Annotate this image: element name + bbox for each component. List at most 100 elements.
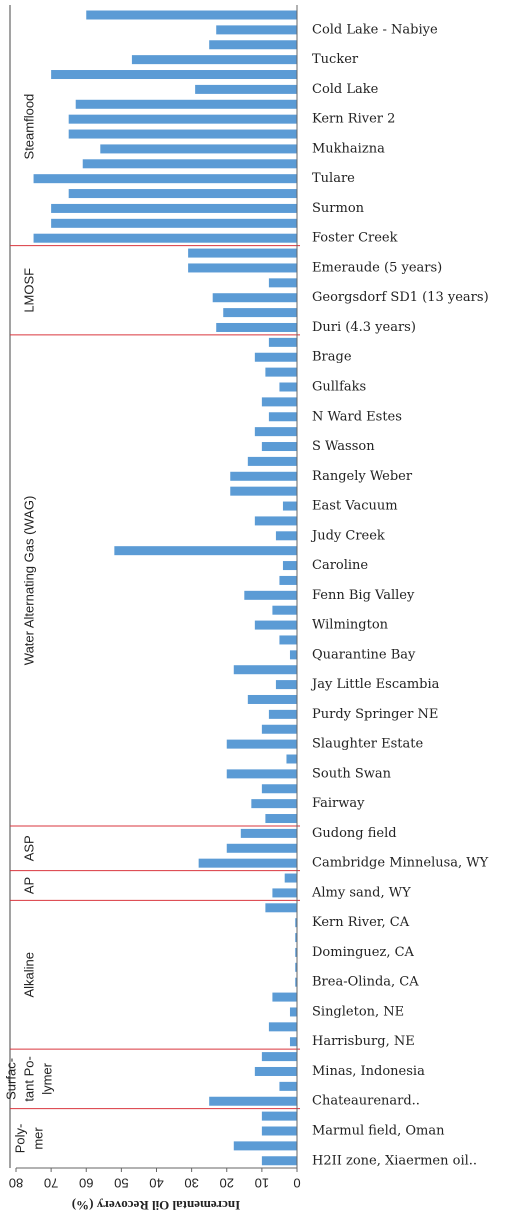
category-label: Chateaurenard.. <box>312 1094 420 1109</box>
group-label: Water Alternating Gas (WAG) <box>21 496 36 666</box>
bar <box>82 159 297 169</box>
bar <box>261 1156 297 1166</box>
bar <box>268 412 297 422</box>
group-label: tant Po- <box>21 1056 36 1102</box>
x-tick-label: 80 <box>9 1176 23 1191</box>
bar <box>254 620 297 630</box>
bar <box>268 278 297 288</box>
bar <box>216 25 297 35</box>
category-label: S Wasson <box>312 439 375 454</box>
bar <box>254 427 297 437</box>
group-label: mer <box>30 1127 45 1150</box>
bar <box>282 561 297 571</box>
category-label: Cold Lake - Nabiye <box>312 22 438 37</box>
bar <box>289 1037 297 1047</box>
category-label: Gudong field <box>312 826 397 841</box>
category-label: Marmul field, Oman <box>312 1124 445 1139</box>
group-label: ASP <box>21 835 36 861</box>
group-label: Surfac- <box>3 1058 18 1100</box>
category-label: Slaughter Estate <box>312 737 424 752</box>
bar <box>226 769 297 779</box>
bar <box>279 1081 297 1091</box>
bar <box>254 516 297 526</box>
bar <box>261 724 297 734</box>
bar <box>209 40 297 50</box>
bar <box>188 263 297 273</box>
bar <box>216 322 297 332</box>
x-tick-label: 60 <box>79 1176 93 1191</box>
bar <box>272 992 297 1002</box>
category-label: Foster Creek <box>312 231 398 246</box>
category-label: Brage <box>312 350 352 365</box>
bar <box>275 680 297 690</box>
bar <box>254 1066 297 1076</box>
bar <box>261 1126 297 1136</box>
category-label: Cambridge Minnelusa, WY <box>312 856 489 871</box>
bar <box>286 754 297 764</box>
bar <box>51 203 297 213</box>
bar <box>33 233 297 243</box>
bar <box>86 10 297 20</box>
bar <box>272 888 297 898</box>
category-label: Caroline <box>312 558 368 573</box>
category-label: Jay Little Escambia <box>310 677 440 692</box>
bar <box>261 1111 297 1121</box>
category-label: Purdy Springer NE <box>312 707 438 722</box>
category-label: Minas, Indonesia <box>312 1064 425 1079</box>
bar <box>209 1096 297 1106</box>
category-label: Dominguez, CA <box>312 945 415 960</box>
bar <box>51 70 297 80</box>
category-label: Cold Lake <box>312 82 379 97</box>
category-label: Wilmington <box>312 618 389 633</box>
category-label: Brea-Olinda, CA <box>312 975 419 990</box>
bar <box>226 843 297 853</box>
group-label: Steamflood <box>21 94 36 160</box>
bar <box>212 293 297 303</box>
category-label: Surmon <box>312 201 365 216</box>
bar <box>114 546 297 556</box>
category-label: Emeraude (5 years) <box>312 260 442 275</box>
bar <box>279 635 297 645</box>
bar <box>268 709 297 719</box>
bar <box>261 1052 297 1062</box>
bar <box>68 114 297 124</box>
group-label: lymer <box>39 1062 54 1094</box>
bar <box>295 977 297 987</box>
bar <box>226 739 297 749</box>
bar <box>268 1022 297 1032</box>
bar <box>261 784 297 794</box>
bar <box>68 129 297 139</box>
category-label: Duri (4.3 years) <box>312 320 416 335</box>
bar <box>100 144 297 154</box>
category-label: Fairway <box>312 796 365 811</box>
bar <box>295 962 297 972</box>
category-label: Gullfaks <box>312 380 366 395</box>
bar <box>265 814 297 824</box>
bar <box>68 189 297 199</box>
x-tick-label: 0 <box>293 1176 300 1191</box>
bar <box>131 55 297 65</box>
x-tick-label: 30 <box>184 1176 198 1191</box>
bar <box>295 947 297 957</box>
category-label: Judy Creek <box>310 528 385 543</box>
bar <box>272 605 297 615</box>
bar <box>289 1007 297 1017</box>
category-label: H2II zone, Xiaermen oil.. <box>312 1153 477 1168</box>
category-label: Tucker <box>312 52 359 67</box>
bar <box>75 99 298 109</box>
x-tick-label: 40 <box>149 1176 163 1191</box>
group-label: LMOSF <box>21 268 36 313</box>
x-tick-label: 20 <box>220 1176 234 1191</box>
x-tick-label: 70 <box>44 1176 58 1191</box>
group-label: Poly- <box>12 1124 27 1154</box>
bar <box>247 456 297 466</box>
category-label: South Swan <box>312 766 392 781</box>
category-label: Georgsdorf SD1 (13 years) <box>312 290 489 305</box>
x-tick-label: 50 <box>114 1176 128 1191</box>
category-label: Mukhaizna <box>312 141 385 156</box>
category-label: Harrisburg, NE <box>312 1034 415 1049</box>
bar <box>251 799 297 809</box>
bar <box>247 694 297 704</box>
category-label: Rangely Weber <box>312 469 413 484</box>
